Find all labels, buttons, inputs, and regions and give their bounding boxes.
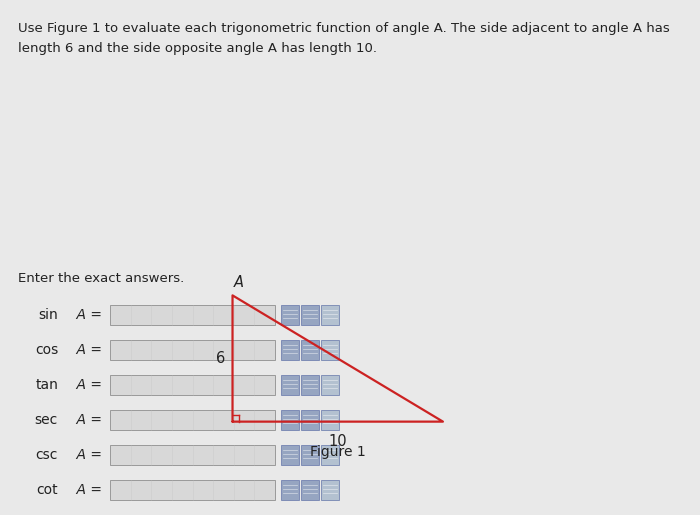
Bar bbox=[301, 410, 319, 430]
Bar bbox=[110, 340, 275, 360]
Text: A =: A = bbox=[59, 378, 102, 392]
Text: csc: csc bbox=[36, 448, 58, 462]
Bar bbox=[281, 340, 299, 360]
Text: A: A bbox=[234, 275, 244, 290]
Text: Enter the exact answers.: Enter the exact answers. bbox=[18, 272, 184, 285]
Text: A =: A = bbox=[59, 483, 102, 497]
Bar bbox=[281, 480, 299, 500]
Text: 6: 6 bbox=[216, 351, 225, 366]
Bar bbox=[301, 480, 319, 500]
Text: cos: cos bbox=[35, 343, 58, 357]
Bar bbox=[281, 375, 299, 395]
Bar bbox=[281, 305, 299, 325]
Bar bbox=[110, 410, 275, 430]
Bar bbox=[301, 445, 319, 465]
Text: A =: A = bbox=[59, 413, 102, 427]
Bar bbox=[281, 445, 299, 465]
Text: A =: A = bbox=[59, 308, 102, 322]
Text: sin: sin bbox=[38, 308, 58, 322]
Text: 10: 10 bbox=[328, 434, 347, 449]
Bar bbox=[301, 340, 319, 360]
Bar bbox=[321, 480, 339, 500]
Bar bbox=[321, 375, 339, 395]
Text: Use Figure 1 to evaluate each trigonometric function of angle A. The side adjace: Use Figure 1 to evaluate each trigonomet… bbox=[18, 22, 670, 35]
Text: length 6 and the side opposite angle A has length 10.: length 6 and the side opposite angle A h… bbox=[18, 42, 377, 55]
Text: Figure 1: Figure 1 bbox=[310, 445, 365, 459]
Bar bbox=[321, 305, 339, 325]
Bar bbox=[110, 445, 275, 465]
Bar bbox=[110, 480, 275, 500]
Bar bbox=[110, 305, 275, 325]
Bar bbox=[321, 445, 339, 465]
Text: sec: sec bbox=[35, 413, 58, 427]
Bar bbox=[110, 375, 275, 395]
Text: tan: tan bbox=[35, 378, 58, 392]
Text: cot: cot bbox=[36, 483, 58, 497]
Bar bbox=[321, 340, 339, 360]
Bar bbox=[301, 375, 319, 395]
Bar bbox=[281, 410, 299, 430]
Text: A =: A = bbox=[59, 448, 102, 462]
Bar bbox=[321, 410, 339, 430]
Text: A =: A = bbox=[59, 343, 102, 357]
Bar bbox=[301, 305, 319, 325]
